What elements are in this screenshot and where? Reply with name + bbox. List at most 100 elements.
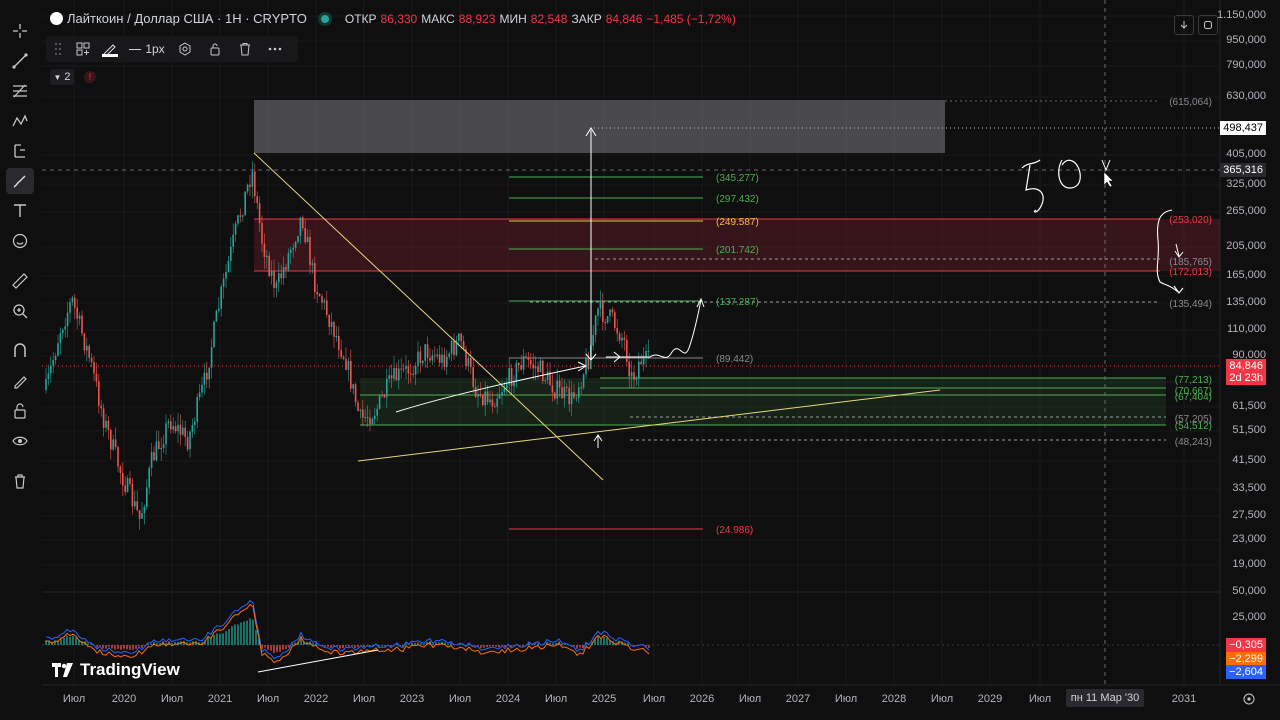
- refresh-icon[interactable]: [1198, 15, 1218, 35]
- candle-body: [359, 409, 362, 412]
- fib-level-label: (297.432): [716, 194, 759, 205]
- target-arrow-tail: [585, 353, 597, 361]
- price-tag-countdown: 2d 23h: [1226, 371, 1266, 385]
- macd-histogram-bar: [408, 644, 410, 645]
- candle-body: [417, 351, 419, 367]
- descending-trendline[interactable]: [253, 152, 604, 481]
- ruler-tool-icon[interactable]: [6, 268, 34, 294]
- crosshair-tool-icon[interactable]: [6, 18, 34, 44]
- support-zone[interactable]: [360, 378, 1166, 425]
- candle-body: [150, 452, 153, 468]
- more-options-icon[interactable]: [260, 36, 290, 62]
- candle-body: [515, 362, 518, 383]
- price-chart[interactable]: (345.277) (297.432) (249.587) (201.742) (137…: [42, 0, 1280, 720]
- time-axis-label: 2031: [1171, 693, 1197, 705]
- candle-body: [606, 316, 609, 323]
- fib-level-label: (345.277): [716, 173, 759, 184]
- macd-histogram-bar: [510, 645, 512, 647]
- target-arrow[interactable]: [585, 127, 597, 360]
- close-value: 84,846: [605, 11, 643, 26]
- candle-body: [69, 302, 71, 313]
- resistance-zone[interactable]: [254, 219, 1220, 271]
- macd-histogram-bar: [477, 645, 479, 646]
- candle-body: [278, 273, 280, 283]
- candle-body: [422, 360, 424, 364]
- alert-icon[interactable]: !: [84, 71, 96, 83]
- candle-body: [160, 447, 162, 450]
- candle-body: [59, 333, 62, 344]
- macd-histogram-bar: [465, 645, 467, 646]
- forecast-tool-icon[interactable]: [6, 138, 34, 164]
- price-axis-tick: 205,000: [1226, 240, 1266, 252]
- candle-body: [582, 374, 585, 388]
- candle-body: [354, 384, 357, 403]
- time-axis[interactable]: Июл 2020 Июл 2021 Июл 2022 Июл 2023 Июл 2024 Июл 20…: [42, 686, 1220, 720]
- time-axis-label: 2028: [881, 693, 907, 705]
- magnet-tool-icon[interactable]: [6, 338, 34, 364]
- candle-body: [203, 372, 206, 385]
- stay-drawing-icon[interactable]: [6, 368, 34, 394]
- candle-body: [604, 322, 606, 324]
- chart-top-buttons: [1174, 15, 1218, 35]
- candle-body: [155, 441, 158, 461]
- macd-histogram-bar: [480, 645, 482, 649]
- candle-body: [525, 356, 527, 358]
- candle-body: [386, 378, 388, 398]
- brush-tool-icon[interactable]: [6, 168, 34, 194]
- macd-line: [45, 599, 650, 660]
- line-color-icon[interactable]: [96, 36, 124, 62]
- delete-icon[interactable]: [230, 36, 260, 62]
- target-zone-box[interactable]: [254, 100, 945, 153]
- candle-body: [594, 315, 597, 335]
- candle-body: [285, 267, 287, 270]
- candle-body: [215, 310, 218, 322]
- templates-icon[interactable]: [70, 36, 96, 62]
- remove-drawings-icon[interactable]: [6, 468, 34, 494]
- low-label: МИН: [499, 11, 527, 26]
- macd-histogram-bar: [66, 635, 68, 645]
- macd-histogram-bar: [216, 633, 218, 645]
- candle-body: [563, 386, 566, 399]
- price-axis[interactable]: 1.150,000 950,000 790,000 630,000 405,000 325…: [1217, 0, 1280, 685]
- candle-body: [172, 426, 174, 430]
- indicator-trendline[interactable]: [257, 649, 379, 673]
- download-icon[interactable]: [1174, 15, 1194, 35]
- hide-drawings-icon[interactable]: [6, 428, 34, 454]
- macd-histogram-bar: [117, 645, 119, 649]
- trendline-tool-icon[interactable]: [6, 48, 34, 74]
- projected-path-arrow[interactable]: [606, 297, 705, 358]
- candle-body: [614, 312, 616, 329]
- zoom-tool-icon[interactable]: [6, 298, 34, 324]
- drawings-layer-toggle[interactable]: ▼ 2: [50, 69, 74, 85]
- macd-histogram-bar: [432, 644, 434, 645]
- macd-histogram-bar: [549, 642, 551, 645]
- timezone-settings-icon[interactable]: [1242, 692, 1256, 711]
- candle-body: [270, 270, 273, 277]
- candle-body: [544, 380, 546, 382]
- drag-handle-icon[interactable]: [46, 36, 70, 62]
- macd-histogram-bar: [339, 645, 341, 649]
- fib-tool-icon[interactable]: [6, 78, 34, 104]
- drawn-up-arrow[interactable]: [395, 361, 588, 413]
- macd-histogram-bar: [270, 645, 272, 651]
- candle-body: [177, 424, 179, 432]
- candle-body: [234, 223, 237, 235]
- ascending-trendline[interactable]: [357, 389, 941, 462]
- settings-icon[interactable]: [170, 36, 200, 62]
- candle-body: [472, 367, 474, 387]
- macd-histogram-bar: [204, 640, 206, 645]
- time-axis-label: Июл: [642, 693, 666, 705]
- candle-body: [573, 392, 575, 398]
- text-tool-icon[interactable]: [6, 198, 34, 224]
- candle-body: [100, 405, 102, 409]
- symbol-title[interactable]: Лайткоин / Доллар США · 1Н · CRYPTO: [67, 11, 307, 26]
- emoji-tool-icon[interactable]: [6, 228, 34, 254]
- lock-drawings-icon[interactable]: [6, 398, 34, 424]
- line-width-selector[interactable]: 1px: [124, 36, 170, 62]
- candle-body: [640, 361, 642, 365]
- candle-body: [184, 427, 186, 437]
- pattern-tool-icon[interactable]: [6, 108, 34, 134]
- candle-body: [450, 340, 453, 354]
- lock-icon[interactable]: [200, 36, 230, 62]
- level-label: (172,013): [1169, 267, 1212, 278]
